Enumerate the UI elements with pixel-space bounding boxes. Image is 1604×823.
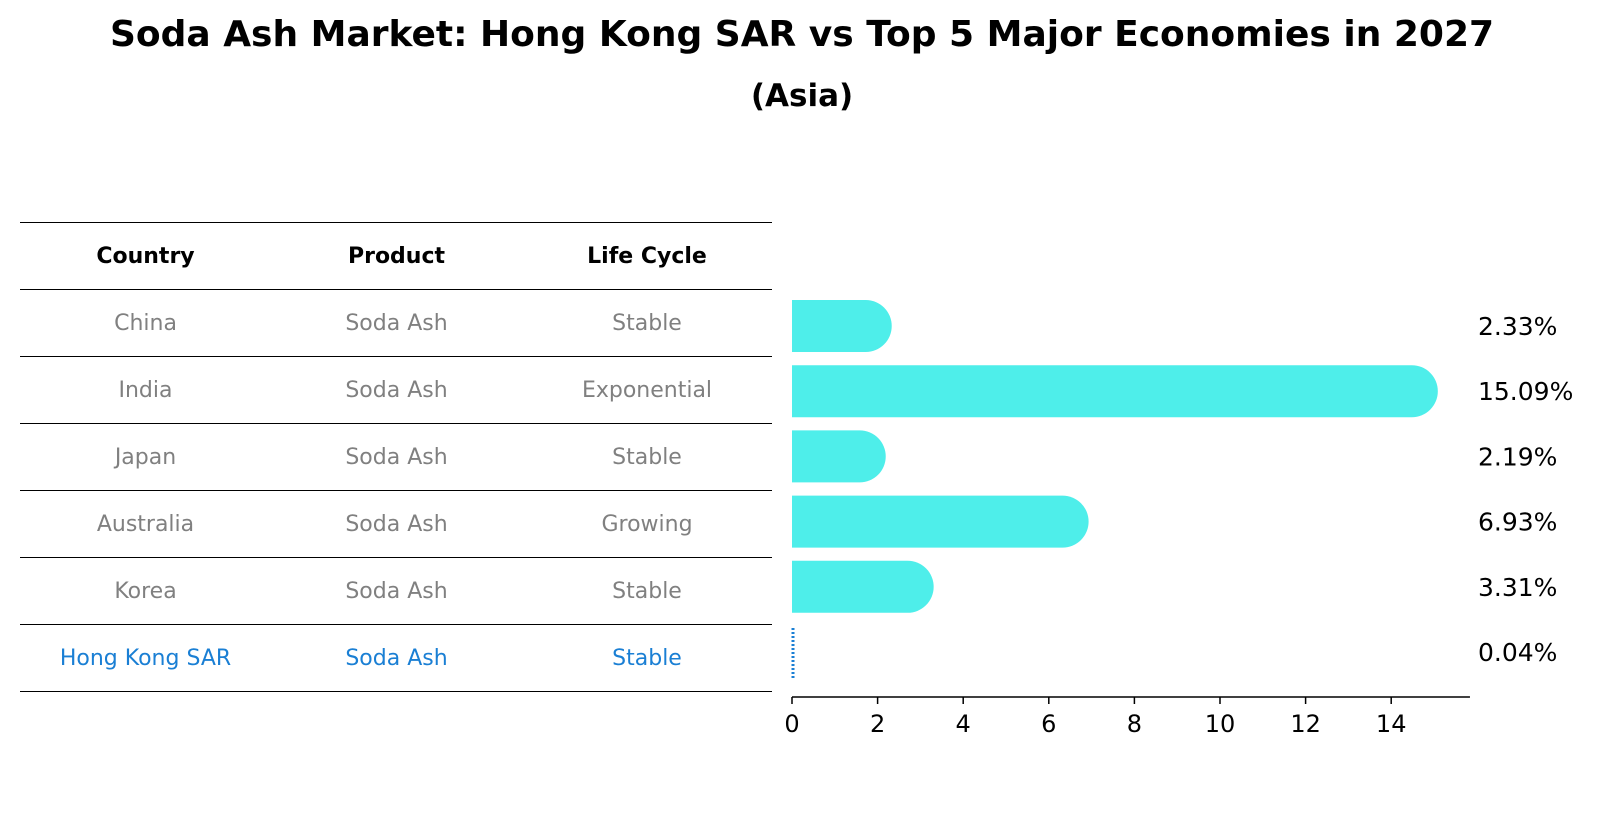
bar-2 [792,430,886,483]
cell-life-cycle: Exponential [581,377,713,403]
cell-product: Soda Ash [345,511,448,537]
bar-3 [792,495,1089,548]
x-tick-label-4: 8 [1127,710,1142,738]
cell-life-cycle: Stable [612,645,682,671]
table-row: Korea Soda Ash Stable [20,557,772,624]
chart-subtitle: (Asia) [750,78,854,114]
x-tick-label-2: 4 [956,710,971,738]
bar-0 [792,300,892,352]
column-header-life-cycle: Life Cycle [587,243,707,269]
table-row-highlighted: Hong Kong SAR Soda Ash Stable [20,624,772,692]
table-row: Japan Soda Ash Stable [20,423,772,490]
cell-life-cycle: Stable [612,578,682,604]
value-label-2: 2.19% [1478,442,1557,471]
cell-country: China [114,310,177,336]
value-label-5: 0.04% [1478,638,1557,667]
data-table: Country Product Life Cycle China Soda As… [20,222,772,692]
cell-product: Soda Ash [345,310,448,336]
value-label-0: 2.33% [1478,312,1557,341]
cell-life-cycle: Stable [612,310,682,336]
table-header-row: Country Product Life Cycle [20,222,772,289]
x-tick-label-6: 12 [1290,710,1321,738]
value-label-4: 3.31% [1478,573,1557,602]
value-label-1: 15.09% [1478,377,1573,406]
table-row: China Soda Ash Stable [20,289,772,356]
x-tick-label-5: 10 [1205,710,1236,738]
column-header-country: Country [96,243,195,269]
cell-product: Soda Ash [345,444,448,470]
table-row: Australia Soda Ash Growing [20,490,772,557]
chart-title: Soda Ash Market: Hong Kong SAR vs Top 5 … [109,14,1495,55]
cell-country: Korea [114,578,177,604]
cell-life-cycle: Growing [601,511,693,537]
cell-product: Soda Ash [345,377,448,403]
cell-country: India [118,377,173,403]
bar-4 [792,560,934,613]
cell-country: Hong Kong SAR [59,645,232,671]
cell-country: Australia [96,511,195,537]
x-tick-label-1: 2 [870,710,885,738]
cell-product: Soda Ash [345,645,448,671]
x-tick-label-3: 6 [1041,710,1056,738]
cell-country: Japan [114,444,177,470]
column-header-product: Product [347,243,446,269]
value-label-3: 6.93% [1478,508,1557,537]
cell-product: Soda Ash [345,578,448,604]
table-row: India Soda Ash Exponential [20,356,772,423]
cell-life-cycle: Stable [612,444,682,470]
bar-1 [792,365,1438,418]
x-tick-label-0: 0 [784,710,799,738]
x-tick-label-7: 14 [1376,710,1407,738]
